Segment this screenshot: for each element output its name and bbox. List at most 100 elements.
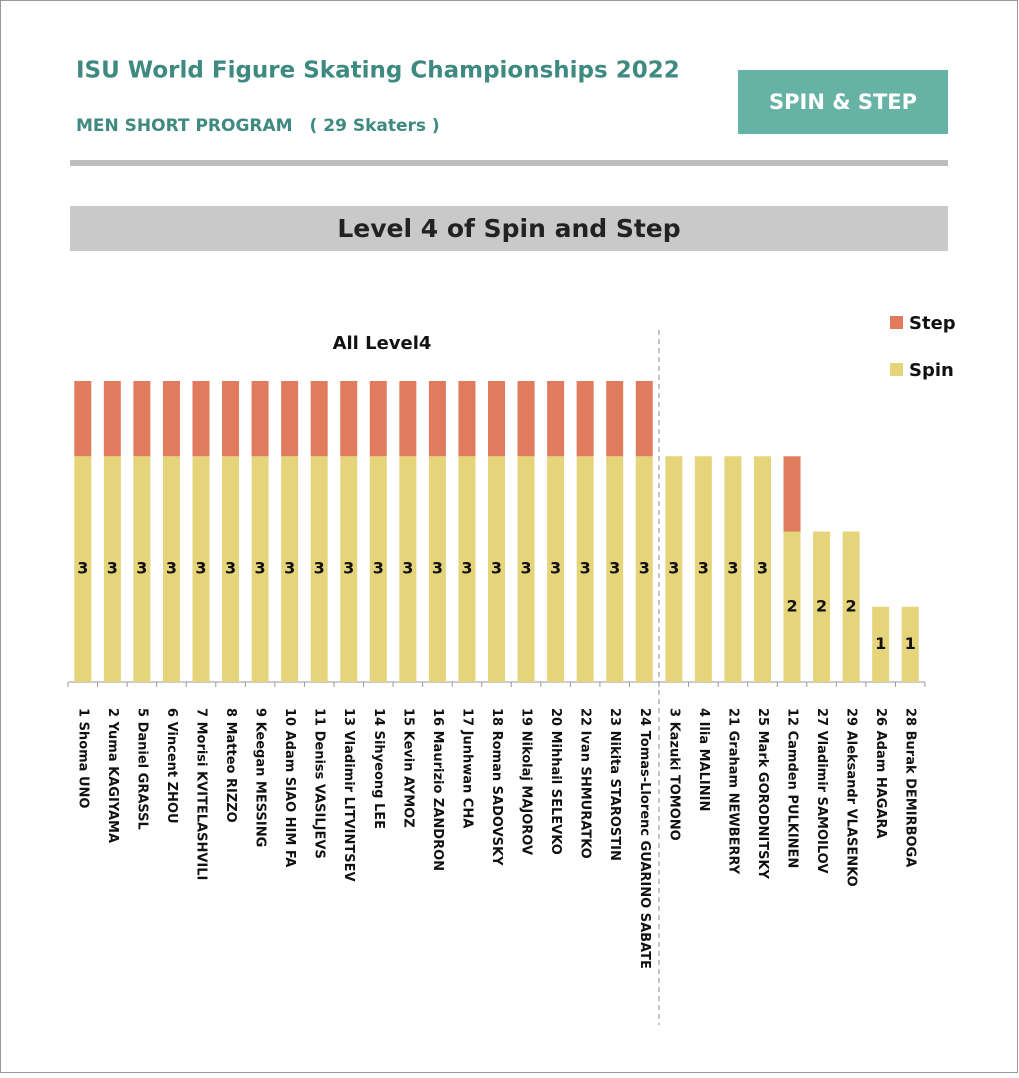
- data-label: 3: [136, 559, 147, 578]
- chart-title: Level 4 of Spin and Step: [337, 214, 680, 243]
- bar-segment: [192, 381, 210, 457]
- bar-segment: [488, 381, 505, 457]
- data-label: 3: [757, 559, 768, 578]
- bar-segment: [251, 456, 269, 682]
- bar-segment: [606, 381, 624, 457]
- data-label: 3: [639, 559, 650, 578]
- bar-segment: [103, 381, 121, 457]
- bar-segment: [74, 381, 92, 457]
- data-label: 3: [727, 559, 738, 578]
- bar-segment: [162, 456, 180, 682]
- bar-segment: [488, 456, 505, 682]
- data-label: 3: [166, 559, 177, 578]
- bar-segment: [251, 381, 269, 457]
- data-label: 3: [461, 559, 472, 578]
- x-tick-label: 26 Adam HAGARA: [873, 708, 888, 839]
- bar-segment: [428, 381, 446, 457]
- bar-segment: [369, 381, 387, 457]
- x-tick-label: 24 Tomas-Llorenc GUARINO SABATE: [637, 708, 652, 969]
- bar-segment: [458, 456, 476, 682]
- x-tick-label: 13 Vladimir LITVINTSEV: [341, 708, 356, 882]
- x-tick-label: 14 Sihyeong LEE: [371, 708, 386, 829]
- data-label: 3: [491, 559, 502, 578]
- x-tick-label: 18 Roman SADOVSKY: [489, 708, 504, 866]
- x-tick-label: 2 Yuma KAGIYAMA: [105, 708, 120, 843]
- bar-segment: [281, 381, 299, 457]
- x-tick-label: 29 Aleksandr VLASENKO: [844, 708, 859, 887]
- bar-segment: [635, 456, 653, 682]
- data-label: 1: [905, 634, 916, 653]
- data-label: 3: [698, 559, 709, 578]
- data-label: 1: [875, 634, 886, 653]
- x-tick-label: 21 Graham NEWBERRY: [725, 708, 740, 875]
- data-label: 3: [668, 559, 679, 578]
- data-label: 3: [609, 559, 620, 578]
- data-label: 2: [786, 596, 797, 615]
- bar-segment: [222, 381, 240, 457]
- bar-segment: [813, 531, 831, 682]
- bar-segment: [222, 456, 240, 682]
- data-label: 3: [255, 559, 266, 578]
- bar-segment: [517, 456, 535, 682]
- data-label: 3: [314, 559, 325, 578]
- bar-segment: [901, 606, 919, 682]
- data-label: 3: [343, 559, 354, 578]
- x-tick-label: 15 Kevin AYMOZ: [400, 708, 415, 828]
- bar-segment: [783, 456, 801, 532]
- bar-segment: [399, 456, 417, 682]
- data-label: 3: [373, 559, 384, 578]
- x-tick-label: 8 Matteo RIZZO: [223, 708, 238, 823]
- data-label: 3: [520, 559, 531, 578]
- bar-segment: [783, 531, 801, 682]
- x-tick-label: 12 Camden PULKINEN: [785, 708, 800, 868]
- x-tick-label: 16 Maurizio ZANDRON: [430, 708, 445, 871]
- bar-segment: [74, 456, 92, 682]
- x-tick-label: 1 Shoma UNO: [75, 708, 90, 808]
- x-tick-label: 22 Ivan SHMURATKO: [578, 708, 593, 859]
- x-tick-label: 25 Mark GORODNITSKY: [755, 708, 770, 880]
- bar-segment: [340, 381, 358, 457]
- bar-segment: [369, 456, 387, 682]
- bar-segment: [694, 456, 712, 682]
- data-label: 3: [77, 559, 88, 578]
- bar-segment: [753, 456, 771, 682]
- bar-segment: [458, 381, 476, 457]
- data-label: 3: [432, 559, 443, 578]
- bar-segment: [547, 381, 565, 457]
- x-tick-label: 6 Vincent ZHOU: [164, 708, 179, 824]
- x-tick-label: 10 Adam SIAO HIM FA: [282, 708, 297, 867]
- data-label: 2: [846, 596, 857, 615]
- bar-segment: [606, 456, 624, 682]
- x-tick-label: 9 Keegan MESSING: [253, 708, 268, 847]
- badge-box: [738, 70, 948, 134]
- data-label: 3: [284, 559, 295, 578]
- title: ISU World Figure Skating Championships 2…: [76, 58, 680, 84]
- bar-segment: [162, 381, 180, 457]
- legend-swatch: [890, 363, 903, 376]
- x-tick-label: 5 Daniel GRASSL: [134, 708, 149, 830]
- x-tick-label: 11 Deniss VASILJEVS: [312, 708, 327, 859]
- legend-label: Spin: [909, 360, 954, 381]
- x-tick-label: 7 Morisi KVITELASHVILI: [193, 708, 208, 880]
- bar-segment: [547, 456, 565, 682]
- bar-segment: [192, 456, 210, 682]
- bar-segment: [576, 381, 594, 457]
- banner: [70, 206, 948, 251]
- badge: SPIN & STEP: [769, 90, 917, 114]
- bar-segment: [133, 381, 151, 457]
- bar-segment: [103, 456, 121, 682]
- bar-segment: [310, 381, 328, 457]
- bar-segment: [665, 456, 683, 682]
- bar-segment: [133, 456, 151, 682]
- bar-segment: [842, 531, 860, 682]
- bar-segment: [281, 456, 299, 682]
- x-tick-label: 4 Ilia MALININ: [696, 708, 711, 811]
- rule: [70, 160, 948, 166]
- data-label: 3: [402, 559, 413, 578]
- bar-segment: [872, 606, 890, 682]
- x-tick-label: 23 Nikita STAROSTIN: [607, 708, 622, 861]
- data-label: 3: [225, 559, 236, 578]
- bar-segment: [428, 456, 446, 682]
- data-label: 2: [816, 596, 827, 615]
